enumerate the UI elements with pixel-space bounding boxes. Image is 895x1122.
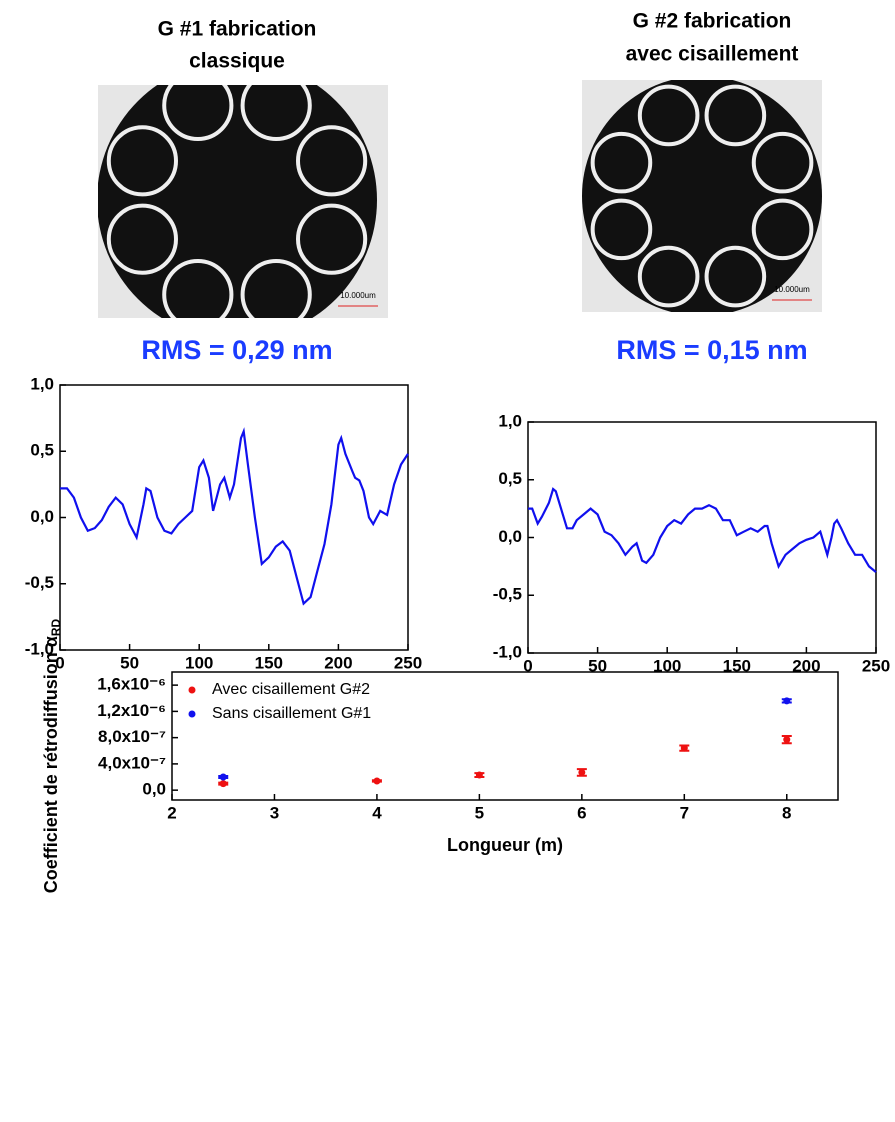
y-tick-label: 1,0 — [498, 411, 522, 430]
plot-frame — [59, 384, 409, 651]
image-title: G #2 fabrication — [633, 10, 792, 33]
image-title: G #1 fabrication — [158, 18, 317, 41]
plot-frame — [171, 671, 839, 801]
capillary — [751, 198, 814, 261]
capillary — [240, 85, 312, 141]
x-tick-label: 250 — [862, 656, 890, 675]
x-tick-label: 4 — [372, 803, 382, 822]
y-tick-label: -0,5 — [25, 573, 54, 592]
data-point — [680, 744, 688, 752]
micrograph — [98, 85, 377, 318]
y-tick-label: 1,2x10⁻⁶ — [97, 701, 166, 720]
data-point — [219, 780, 227, 788]
x-tick-label: 0 — [55, 653, 64, 672]
x-tick-label: 100 — [185, 653, 213, 672]
x-tick-label: 100 — [653, 656, 681, 675]
x-tick-label: 0 — [523, 656, 532, 675]
y-tick-label: 0,5 — [30, 441, 54, 460]
data-point — [475, 771, 483, 779]
y-tick-label: -0,5 — [493, 585, 522, 604]
micrograph — [582, 80, 822, 312]
fiber-cladding — [582, 80, 822, 312]
x-tick-label: 50 — [120, 653, 139, 672]
x-tick-label: 5 — [475, 803, 484, 822]
capillary — [296, 203, 368, 275]
data-point — [783, 697, 791, 705]
x-tick-label: 6 — [577, 803, 586, 822]
y-tick-label: -1,0 — [493, 642, 522, 661]
legend-label: Avec cisaillement G#2 — [212, 681, 370, 698]
data-point — [578, 768, 586, 776]
fiber-cladding — [98, 85, 377, 318]
y-tick-label: 0,0 — [498, 527, 522, 546]
image-title: avec cisaillement — [626, 43, 799, 66]
capillary — [240, 259, 312, 318]
y-axis-label: Coefficient de rétrodiffusion αRD — [41, 618, 63, 893]
y-tick-label: 1,6x10⁻⁶ — [97, 675, 166, 694]
scale-label: 10.000um — [774, 285, 810, 294]
plot-frame — [527, 421, 877, 654]
legend-marker — [188, 710, 196, 718]
capillary — [751, 131, 814, 194]
y-tick-label: 8,0x10⁻⁷ — [98, 727, 166, 746]
x-tick-label: 2 — [167, 803, 176, 822]
x-tick-label: 200 — [792, 656, 820, 675]
chart-title: RMS = 0,29 nm — [141, 335, 332, 365]
y-tick-label: 0,0 — [30, 507, 54, 526]
data-line — [60, 427, 409, 606]
x-tick-label: 8 — [782, 803, 791, 822]
capillary — [106, 125, 178, 197]
chart-title: RMS = 0,15 nm — [616, 335, 807, 365]
capillary — [704, 84, 767, 147]
data-point — [783, 736, 791, 744]
capillary — [162, 259, 234, 318]
scale-label: 10.000um — [340, 291, 376, 300]
data-point — [219, 773, 227, 781]
y-tick-label: 0,5 — [498, 469, 522, 488]
legend-label: Sans cisaillement G#1 — [212, 705, 371, 722]
capillary — [590, 198, 653, 261]
x-tick-label: 7 — [680, 803, 689, 822]
x-axis-label: Longueur (m) — [447, 835, 563, 855]
legend-marker — [188, 686, 196, 694]
data-point — [373, 777, 381, 785]
capillary — [704, 245, 767, 308]
x-tick-label: 250 — [394, 653, 422, 672]
capillary — [296, 125, 368, 197]
capillary — [106, 203, 178, 275]
x-tick-label: 3 — [270, 803, 279, 822]
y-tick-label: 0,0 — [142, 780, 166, 799]
capillary — [162, 85, 234, 141]
data-line — [528, 487, 877, 573]
y-tick-label: 1,0 — [30, 374, 54, 393]
y-axis-label-sub: RD — [49, 618, 63, 636]
capillary — [637, 245, 700, 308]
capillary — [637, 84, 700, 147]
x-tick-label: 200 — [324, 653, 352, 672]
x-tick-label: 150 — [255, 653, 283, 672]
capillary — [590, 131, 653, 194]
y-tick-label: -1,0 — [25, 639, 54, 658]
x-tick-label: 50 — [588, 656, 607, 675]
y-tick-label: 4,0x10⁻⁷ — [98, 753, 166, 772]
y-axis-label-main: Coefficient de rétrodiffusion α — [41, 636, 61, 893]
image-title: classique — [189, 50, 285, 73]
x-tick-label: 150 — [723, 656, 751, 675]
